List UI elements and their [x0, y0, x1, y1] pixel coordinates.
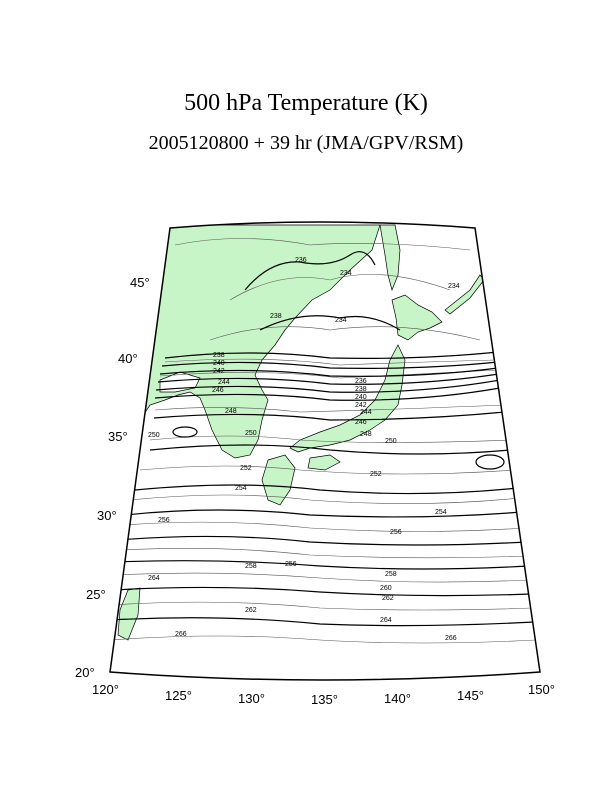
contour-label: 266	[445, 635, 457, 642]
contour-label: 236	[355, 378, 367, 385]
lat-label: 25°	[86, 587, 106, 602]
contour-label: 234	[335, 317, 347, 324]
contour-label: 238	[270, 313, 282, 320]
contour-label: 254	[435, 509, 447, 516]
lon-label: 145°	[457, 688, 484, 703]
contour-label: 244	[218, 379, 230, 386]
contour-labels: 236 234 238 234 234 238 240 242 244 246 …	[148, 257, 460, 642]
kyushu	[261, 454, 296, 506]
contour-label: 264	[380, 617, 392, 624]
contour-label: 262	[245, 607, 257, 614]
lat-label: 45°	[130, 275, 150, 290]
contour-label: 264	[148, 575, 160, 582]
lon-label: 150°	[528, 682, 555, 697]
contour-label: 248	[360, 431, 372, 438]
contour-label: 242	[213, 368, 225, 375]
contour-label: 252	[240, 465, 252, 472]
lon-label: 125°	[165, 688, 192, 703]
asia-mainland	[110, 224, 381, 541]
thick-contours	[110, 251, 535, 627]
contour-label: 250	[385, 438, 397, 445]
contour-label: 236	[295, 257, 307, 264]
taiwan	[117, 587, 141, 641]
lat-label: 35°	[108, 429, 128, 444]
contour-label: 240	[213, 360, 225, 367]
contour-label: 256	[390, 529, 402, 536]
map-title: 500 hPa Temperature (K)	[184, 90, 428, 116]
contour-label: 246	[355, 419, 367, 426]
contour-label: 238	[355, 386, 367, 393]
contour-label: 256	[285, 561, 297, 568]
kuril-islands	[444, 274, 485, 315]
contour-label: 238	[213, 352, 225, 359]
shikoku	[307, 454, 341, 471]
lon-label: 130°	[238, 691, 265, 706]
contour-label: 250	[245, 430, 257, 437]
contour-label: 262	[382, 595, 394, 602]
lon-label: 120°	[92, 682, 119, 697]
lat-label: 40°	[118, 351, 138, 366]
contour-label: 256	[158, 517, 170, 524]
land-layer	[110, 224, 485, 641]
longitude-labels: 120° 125° 130° 135° 140° 145° 150°	[92, 682, 555, 707]
lon-label: 140°	[384, 691, 411, 706]
contour-label: 258	[385, 571, 397, 578]
map-frame	[109, 221, 541, 681]
hokkaido	[391, 294, 443, 341]
contour-label: 240	[355, 394, 367, 401]
contour-label: 266	[175, 631, 187, 638]
contour-label: 248	[225, 408, 237, 415]
contour-label: 234	[448, 283, 460, 290]
lat-label: 30°	[97, 508, 117, 523]
contour-label: 244	[360, 409, 372, 416]
contour-label: 250	[148, 432, 160, 439]
contour-label: 242	[355, 402, 367, 409]
honshu	[289, 344, 406, 453]
latitude-labels: 45° 40° 35° 30° 25° 20°	[75, 275, 150, 680]
map-subtitle: 2005120800 + 39 hr (JMA/GPV/RSM)	[148, 132, 464, 154]
lon-label: 135°	[311, 692, 338, 707]
contour-label: 254	[235, 485, 247, 492]
contour-label: 258	[245, 563, 257, 570]
contour-label: 234	[340, 270, 352, 277]
contour-label: 246	[212, 387, 224, 394]
sakhalin	[379, 224, 401, 292]
lat-label: 20°	[75, 665, 95, 680]
contour-label: 252	[370, 471, 382, 478]
contour-label: 260	[380, 585, 392, 592]
